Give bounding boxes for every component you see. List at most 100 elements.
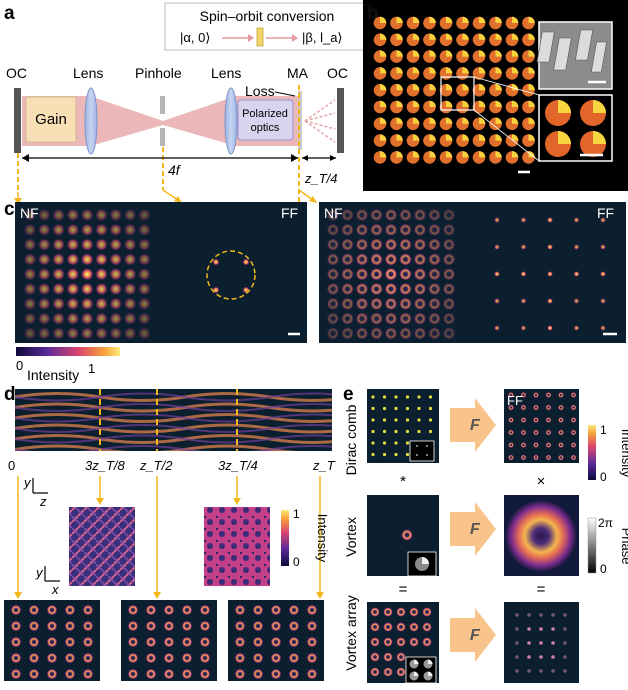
unit-cell-sector xyxy=(528,83,535,91)
dirac-point xyxy=(428,418,433,422)
dirac-point xyxy=(371,452,375,457)
unit-cell-sector xyxy=(413,50,420,57)
vortex-spot xyxy=(234,668,246,680)
unit-cell-sector xyxy=(429,16,436,23)
ff-dirac-point xyxy=(545,404,552,411)
ff-vortex-array-spot xyxy=(551,655,555,659)
pointer-pinhole xyxy=(162,189,179,201)
vortex-array-spot xyxy=(409,622,419,632)
unit-cell-sector xyxy=(479,117,486,124)
unit-cell-sector xyxy=(462,67,469,74)
nf-vortex xyxy=(413,238,427,252)
ff-dirac-point xyxy=(533,404,539,411)
vortex-array-spot xyxy=(409,607,419,617)
unit-cell-sector xyxy=(429,67,436,74)
talbot-image-3zt4 xyxy=(204,507,270,586)
nf-spot xyxy=(95,267,108,281)
ff-spot xyxy=(520,325,527,331)
dirac-point xyxy=(371,441,375,445)
nf-spot xyxy=(137,223,151,237)
nf-spot xyxy=(66,252,80,266)
vortex-spot xyxy=(145,604,157,616)
unit-cell-sector xyxy=(512,117,519,124)
spin-orbit-title: Spin–orbit conversion xyxy=(200,8,335,24)
colorbar-max: 1 xyxy=(88,361,95,376)
vortex-spot xyxy=(306,604,318,616)
ff-highlight-circle xyxy=(206,250,256,300)
vortex-spot xyxy=(252,636,264,648)
unit-cell-sector xyxy=(413,151,420,158)
lens1-label: Lens xyxy=(73,65,103,81)
unit-cell-sector xyxy=(528,117,535,124)
ff-spot xyxy=(520,298,527,304)
ff-vortex-array-spot xyxy=(563,655,567,659)
unit-cell-sector xyxy=(429,50,436,57)
unit-cell-sector xyxy=(462,50,469,57)
ff-dirac-point xyxy=(545,429,552,436)
nf-spot xyxy=(66,223,80,237)
ff-vortex-array-spot xyxy=(515,655,519,659)
nf-spot xyxy=(95,252,108,266)
zoom-connector xyxy=(473,76,540,96)
ff-spot xyxy=(547,325,553,331)
ff-dirac-point xyxy=(508,417,514,423)
vortex-spot xyxy=(234,636,246,648)
vortex-spot xyxy=(64,620,76,632)
nf-vortex xyxy=(399,267,412,281)
oc-right-mirror xyxy=(337,88,344,153)
ff-spot xyxy=(547,271,553,277)
nf-spot xyxy=(23,282,37,296)
nf-spot xyxy=(109,267,123,281)
vortex-spot xyxy=(163,652,175,664)
ff-vortex-array-spot xyxy=(515,613,519,617)
nf-spot xyxy=(66,238,80,252)
ff-dirac-point xyxy=(545,454,552,461)
nf-vortex xyxy=(326,208,340,222)
unit-cell-sector xyxy=(462,151,469,158)
ff-dirac-point xyxy=(508,392,514,398)
nf-vortex xyxy=(384,326,398,340)
nf-spot xyxy=(52,208,66,222)
vortex-spot xyxy=(199,636,211,648)
nf-spot xyxy=(123,238,137,252)
e-phase-min: 0 xyxy=(600,562,607,576)
dirac-point xyxy=(405,406,410,411)
unit-cell-sector xyxy=(380,134,387,141)
vortex-spot xyxy=(288,620,300,632)
ff-dirac-point xyxy=(558,429,564,436)
unit-cell-sector xyxy=(396,83,403,91)
unit-cell-sector xyxy=(396,100,403,107)
carpet-lane xyxy=(15,445,332,451)
nf-vortex xyxy=(326,223,340,237)
vortex-spot xyxy=(82,668,94,680)
vortex-spot xyxy=(199,668,211,680)
ff-vortex-array-spot xyxy=(551,669,555,673)
e-intensity-min: 0 xyxy=(600,470,607,484)
nf-vortex xyxy=(428,238,441,252)
row-label-vortex-array: Vortex array xyxy=(343,595,359,670)
d-colorbar-min: 0 xyxy=(293,555,300,569)
nf-vortex xyxy=(355,297,369,311)
vortex-spot xyxy=(234,620,246,632)
arrow-head-icon xyxy=(330,155,336,161)
ff-dirac-image xyxy=(504,389,579,463)
ff-dirac-point xyxy=(533,454,539,461)
ff-dirac-point xyxy=(508,454,514,461)
nf-spot xyxy=(137,297,151,311)
nf-vortex xyxy=(399,282,412,296)
vortex-spot xyxy=(64,636,76,648)
vortex-spot xyxy=(252,620,264,632)
nf-spot xyxy=(66,312,80,326)
nf-spot xyxy=(109,312,123,326)
vortex-spot xyxy=(127,668,139,680)
nf-spot xyxy=(137,282,151,296)
ff-spot xyxy=(573,217,580,223)
nf-spot xyxy=(23,252,37,266)
unit-cell-sector xyxy=(413,117,420,124)
metasurface-array xyxy=(373,16,535,164)
ff-dirac-point xyxy=(570,429,577,436)
d-colorbar-label: Intensity xyxy=(315,514,330,563)
nf-vortex xyxy=(428,252,441,266)
nf-vortex xyxy=(428,282,441,296)
nf-vortex xyxy=(326,252,340,266)
